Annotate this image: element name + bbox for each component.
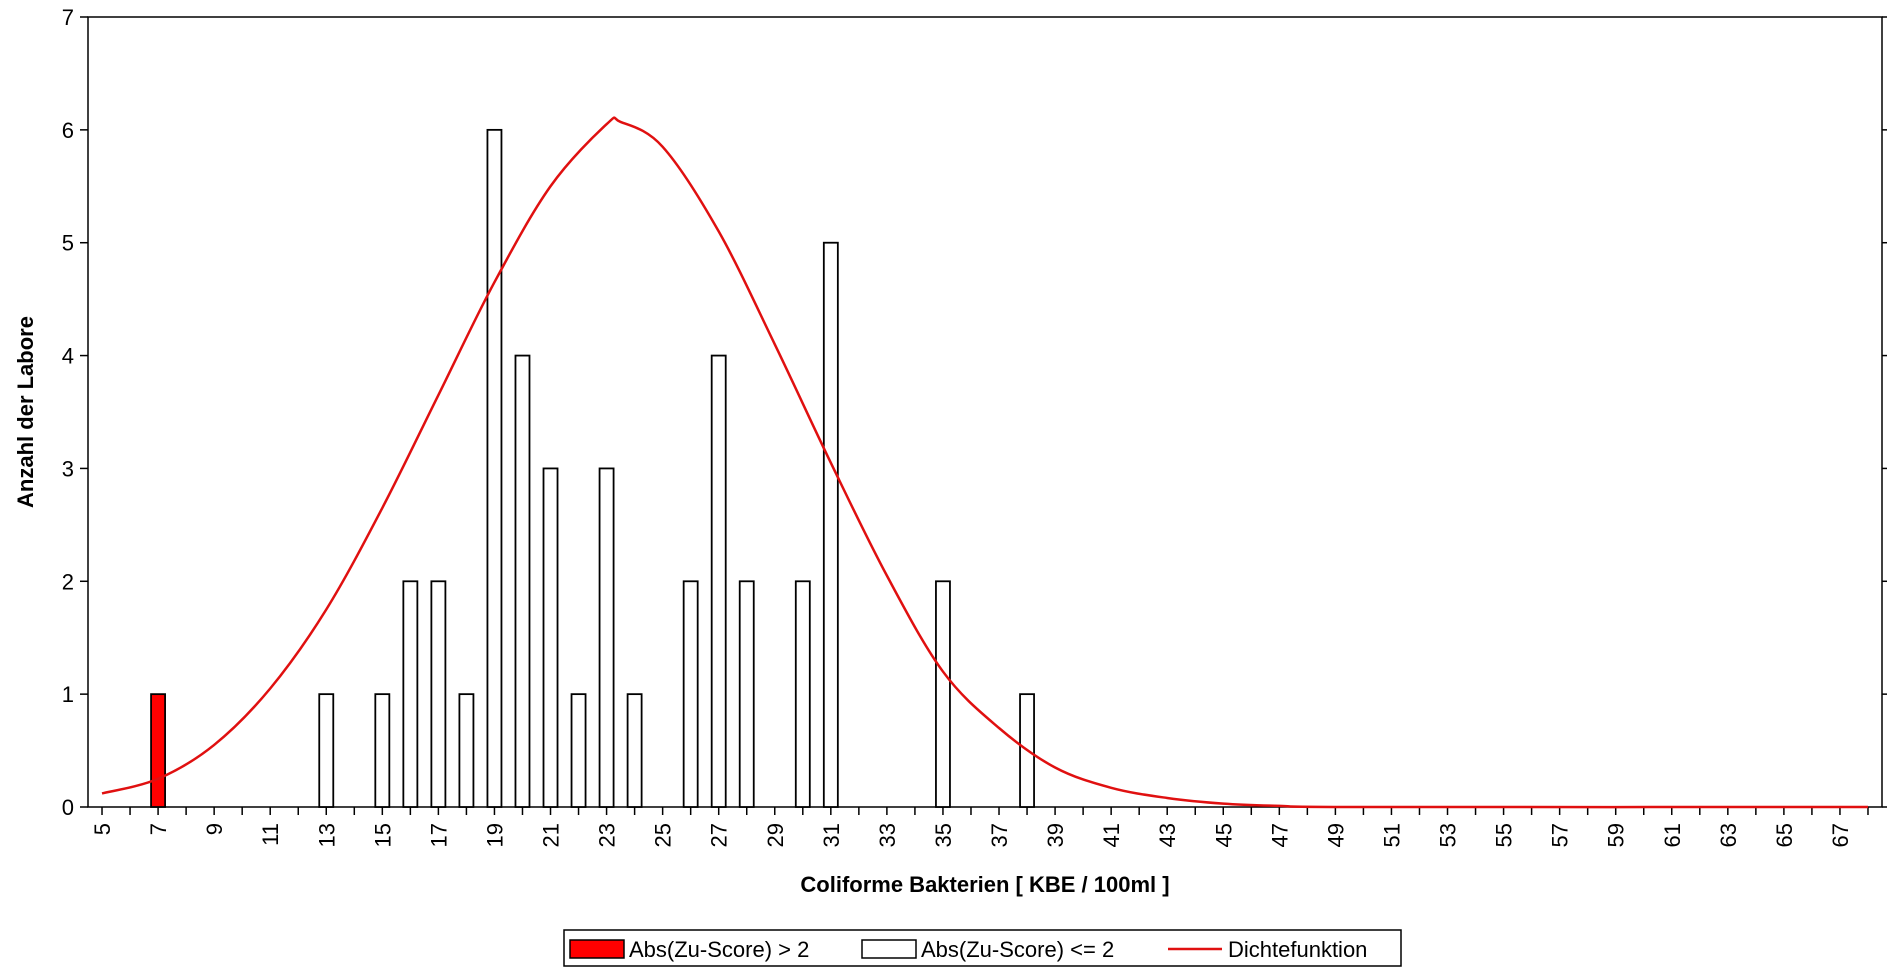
x-tick-label: 65 bbox=[1772, 823, 1797, 847]
bar-normal bbox=[822, 241, 839, 808]
bar-normal bbox=[458, 693, 475, 808]
bar-outlier bbox=[150, 693, 166, 808]
x-tick-label: 53 bbox=[1436, 823, 1461, 847]
x-tick-label: 35 bbox=[931, 823, 956, 847]
bar-normal bbox=[318, 693, 335, 808]
y-tick-label: 5 bbox=[62, 231, 74, 256]
y-tick-label: 3 bbox=[62, 456, 74, 481]
x-tick-label: 7 bbox=[146, 823, 171, 835]
bar-normal bbox=[598, 467, 615, 808]
x-tick-label: 23 bbox=[595, 823, 620, 847]
bar-normal bbox=[374, 693, 391, 808]
y-tick-label: 6 bbox=[62, 118, 74, 143]
legend-swatch-normal bbox=[861, 939, 917, 959]
bar-normal bbox=[430, 580, 447, 808]
x-tick-label: 15 bbox=[370, 823, 395, 847]
x-axis-label: Coliforme Bakterien [ KBE / 100ml ] bbox=[800, 872, 1169, 897]
legend-label-density: Dichtefunktion bbox=[1228, 937, 1367, 962]
x-tick-label: 9 bbox=[202, 823, 227, 835]
bar-normal bbox=[402, 580, 419, 808]
bar-normal bbox=[514, 354, 531, 808]
x-tick-label: 49 bbox=[1323, 823, 1348, 847]
x-tick-label: 33 bbox=[875, 823, 900, 847]
bar-normal bbox=[794, 580, 811, 808]
y-tick-label: 0 bbox=[62, 795, 74, 820]
plot-frame bbox=[87, 16, 1883, 808]
x-tick-label: 27 bbox=[707, 823, 732, 847]
legend-label-outlier: Abs(Zu-Score) > 2 bbox=[629, 937, 809, 962]
x-tick-label: 63 bbox=[1716, 823, 1741, 847]
x-tick-label: 55 bbox=[1492, 823, 1517, 847]
x-tick-label: 39 bbox=[1043, 823, 1068, 847]
legend-frame bbox=[563, 929, 1402, 967]
x-tick-label: 57 bbox=[1548, 823, 1573, 847]
bar-normal bbox=[486, 128, 503, 808]
bar-normal bbox=[710, 354, 727, 808]
x-tick-label: 37 bbox=[987, 823, 1012, 847]
x-tick-label: 59 bbox=[1604, 823, 1629, 847]
x-tick-label: 21 bbox=[539, 823, 564, 847]
x-tick-label: 5 bbox=[90, 823, 115, 835]
x-tick-label: 45 bbox=[1211, 823, 1236, 847]
x-tick-label: 25 bbox=[651, 823, 676, 847]
x-tick-label: 51 bbox=[1379, 823, 1404, 847]
x-tick-label: 11 bbox=[258, 823, 283, 846]
legend-swatch-outlier bbox=[569, 939, 625, 959]
x-tick-label: 61 bbox=[1660, 823, 1685, 847]
y-tick-label: 7 bbox=[62, 5, 74, 30]
y-tick-label: 1 bbox=[62, 682, 74, 707]
bar-normal bbox=[935, 580, 951, 808]
y-axis-label: Anzahl der Labore bbox=[13, 316, 38, 508]
x-tick-label: 43 bbox=[1155, 823, 1180, 847]
bar-normal bbox=[570, 693, 587, 808]
y-tick-label: 2 bbox=[62, 569, 74, 594]
bar-normal bbox=[682, 580, 699, 808]
x-tick-label: 47 bbox=[1267, 823, 1292, 847]
x-tick-label: 29 bbox=[763, 823, 788, 847]
x-tick-label: 67 bbox=[1828, 823, 1853, 847]
x-tick-label: 17 bbox=[426, 823, 451, 847]
legend-label-normal: Abs(Zu-Score) <= 2 bbox=[921, 937, 1114, 962]
legend: Abs(Zu-Score) > 2 Abs(Zu-Score) <= 2 Dic… bbox=[563, 929, 1402, 967]
x-tick-label: 13 bbox=[314, 823, 339, 847]
bar-normal bbox=[738, 580, 755, 808]
x-tick-label: 41 bbox=[1099, 823, 1124, 847]
density-curve bbox=[101, 116, 1868, 809]
x-tick-label: 31 bbox=[819, 823, 844, 847]
bar-normal bbox=[626, 693, 643, 808]
y-tick-label: 4 bbox=[62, 344, 74, 369]
x-tick-label: 19 bbox=[482, 823, 507, 847]
bar-normal bbox=[542, 467, 559, 808]
